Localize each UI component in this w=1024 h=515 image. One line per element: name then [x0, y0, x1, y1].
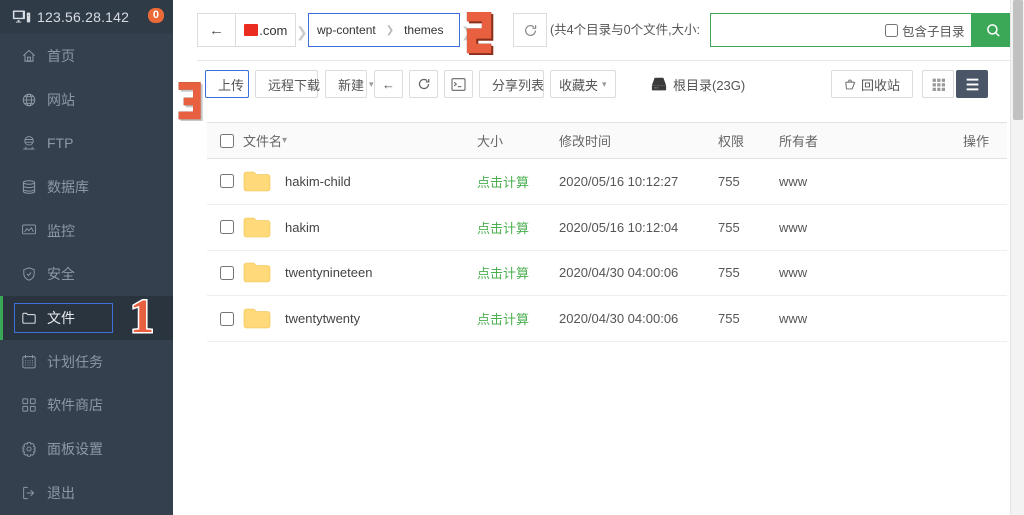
svg-text:1: 1 [131, 292, 153, 340]
